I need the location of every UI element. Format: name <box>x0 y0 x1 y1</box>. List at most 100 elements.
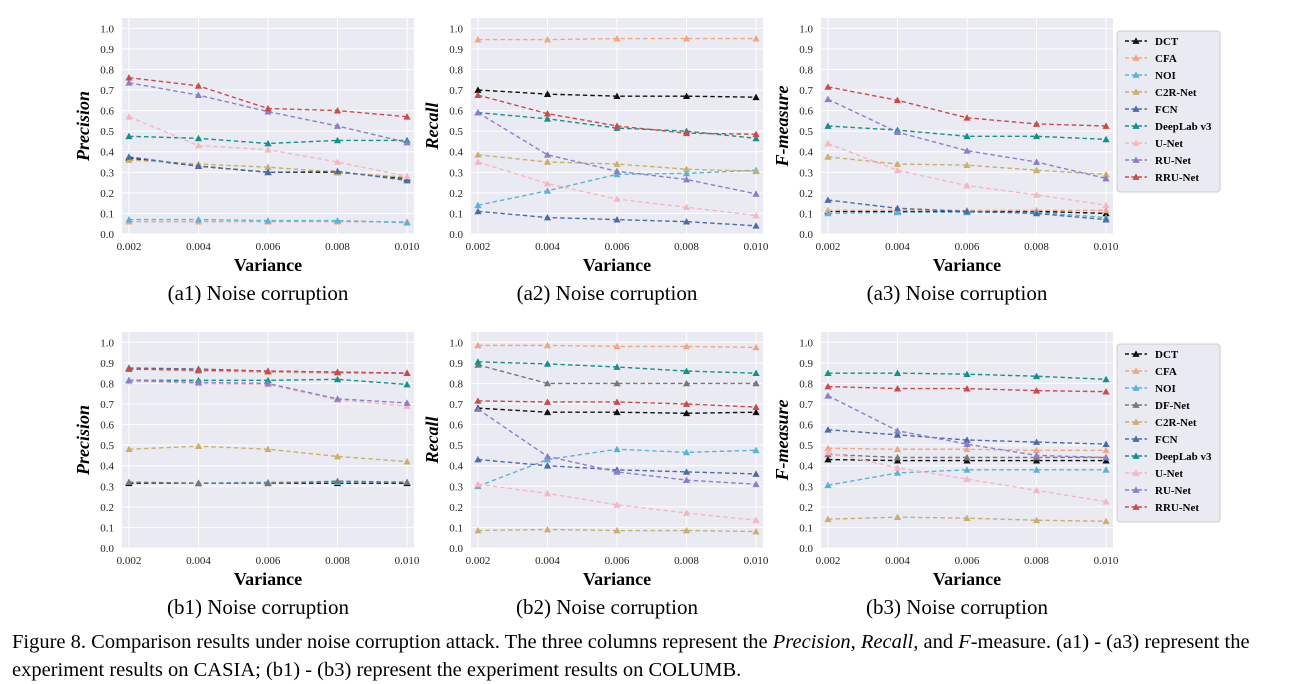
subcaption-b3: (b3) Noise corruption <box>866 595 1048 619</box>
data-point <box>543 213 552 221</box>
data-point <box>543 187 552 194</box>
data-point <box>194 82 203 89</box>
data-point <box>824 455 832 463</box>
data-point <box>963 114 971 121</box>
data-point <box>613 408 621 416</box>
data-point <box>543 341 552 349</box>
data-point <box>1032 191 1041 198</box>
data-point <box>752 379 760 387</box>
data-point <box>613 445 621 453</box>
data-point <box>194 366 203 373</box>
data-point <box>543 489 552 497</box>
legend-label: RU-Net <box>1155 485 1191 497</box>
data-point <box>752 403 760 410</box>
x-tick-label: 0.002 <box>466 241 491 253</box>
legend-label: CFA <box>1155 366 1177 378</box>
y-tick-label: 0.2 <box>100 502 114 514</box>
data-point <box>963 436 971 443</box>
data-point <box>1032 166 1041 174</box>
data-point <box>543 525 552 533</box>
x-axis-label: Variance <box>933 255 1001 275</box>
data-point <box>613 363 621 370</box>
x-tick-label: 0.006 <box>605 555 630 567</box>
data-point <box>474 86 482 93</box>
data-point <box>474 480 482 488</box>
data-point <box>333 375 342 383</box>
y-tick-label: 1.0 <box>449 337 463 349</box>
data-point <box>963 182 971 189</box>
data-point <box>682 175 691 183</box>
data-point <box>194 479 203 487</box>
data-point <box>613 342 621 350</box>
y-tick-label: 0.1 <box>100 522 114 534</box>
data-point <box>403 458 411 465</box>
data-point <box>682 468 691 475</box>
y-tick-label: 0.3 <box>100 481 114 493</box>
data-point <box>963 161 971 168</box>
legend-swatch-marker <box>1132 156 1140 163</box>
data-point <box>543 151 552 158</box>
x-tick-label: 0.004 <box>885 555 910 567</box>
y-tick-label: 0.5 <box>799 126 813 138</box>
data-point <box>893 384 902 392</box>
y-tick-label: 0.7 <box>449 399 463 411</box>
y-axis-label: Recall <box>422 103 442 151</box>
data-point <box>752 408 760 416</box>
data-point <box>474 201 482 209</box>
data-point <box>474 526 482 534</box>
chart-b1: 0.0 0.1 0.2 0.3 0.4 0.5 0.6 0.7 0.8 0.9 1.0 0.002 0.… <box>73 332 420 619</box>
figure-caption: Figure 8. Comparison results under noise… <box>12 628 1302 684</box>
y-tick-label: 0.7 <box>799 399 813 411</box>
data-point <box>474 455 482 463</box>
caption-precision: Precision <box>772 631 851 653</box>
legend-swatch-marker <box>1132 503 1140 510</box>
legend-swatch-marker <box>1132 435 1140 442</box>
series-line-u-net <box>477 483 757 521</box>
y-tick-label: 1.0 <box>799 23 813 35</box>
x-tick-label: 0.004 <box>885 241 910 253</box>
y-tick-label: 1.0 <box>449 23 463 35</box>
series-line-df-net <box>477 364 757 385</box>
series-line-noi <box>827 469 1107 486</box>
legend-swatch-marker <box>1132 401 1140 408</box>
data-point <box>682 203 691 211</box>
data-point <box>125 132 133 140</box>
y-tick-label: 0.8 <box>449 378 463 390</box>
data-point <box>1032 466 1041 473</box>
data-point <box>613 92 621 100</box>
y-tick-label: 0.6 <box>449 420 463 432</box>
y-tick-label: 0.1 <box>100 208 114 220</box>
y-tick-label: 1.0 <box>100 337 114 349</box>
series-line-fcn <box>128 156 408 182</box>
data-point <box>1102 375 1110 383</box>
caption-f: F <box>958 631 971 653</box>
y-tick-label: 0.6 <box>100 420 114 432</box>
data-point <box>543 408 552 416</box>
data-point <box>752 211 760 219</box>
data-point <box>125 365 133 372</box>
data-point <box>543 90 552 97</box>
x-tick-label: 0.004 <box>535 241 560 253</box>
x-tick-label: 0.010 <box>744 555 769 567</box>
x-tick-label: 0.010 <box>1094 555 1119 567</box>
legend-label: C2R-Net <box>1155 417 1197 429</box>
data-point <box>752 93 760 101</box>
data-point <box>613 195 621 202</box>
y-tick-label: 0.6 <box>799 420 813 432</box>
data-point <box>752 480 760 488</box>
y-tick-label: 0.3 <box>449 167 463 179</box>
data-point <box>893 513 902 521</box>
data-point <box>194 378 203 386</box>
y-tick-label: 0.4 <box>100 147 114 159</box>
data-point <box>682 409 691 417</box>
x-tick-label: 0.006 <box>605 241 630 253</box>
y-tick-label: 0.0 <box>449 229 463 241</box>
x-tick-label: 0.008 <box>674 555 699 567</box>
data-point <box>752 130 760 138</box>
data-point <box>613 501 621 508</box>
data-point <box>963 475 971 482</box>
x-tick-label: 0.002 <box>466 555 491 567</box>
data-point <box>125 478 133 486</box>
y-tick-label: 0.2 <box>449 188 463 200</box>
data-point <box>474 207 482 215</box>
